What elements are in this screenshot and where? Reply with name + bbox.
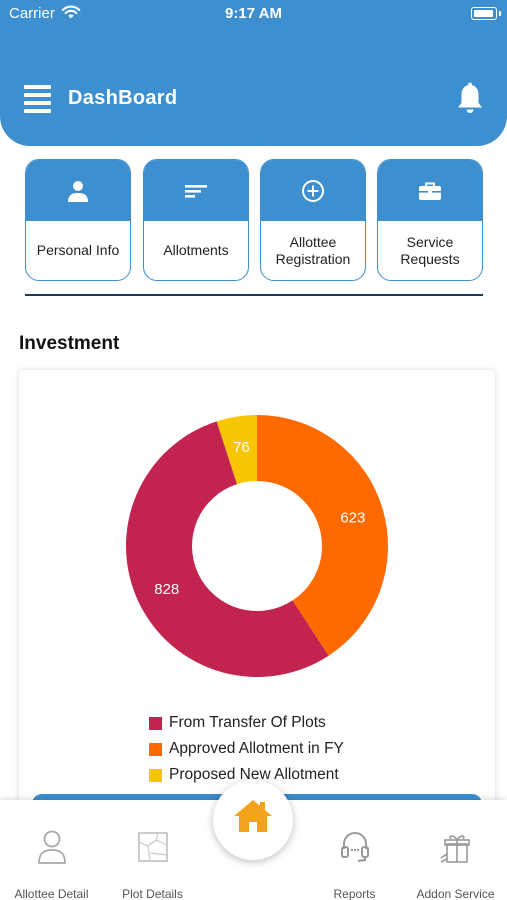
- nav-label: Reports: [333, 887, 376, 900]
- app-header: [0, 0, 507, 146]
- bell-icon[interactable]: [455, 82, 485, 116]
- nav-reports[interactable]: Reports: [304, 800, 405, 900]
- legend-swatch: [149, 742, 162, 756]
- nav-label: Allottee Detail: [14, 887, 89, 900]
- tile-label: Allottee Registration: [275, 233, 351, 267]
- tile-personal-info[interactable]: Personal Info: [25, 159, 131, 281]
- lines-icon: [185, 185, 207, 198]
- plus-circle-icon: [302, 180, 324, 202]
- tile-label: Personal Info: [36, 242, 120, 258]
- briefcase-icon: [419, 182, 441, 200]
- nav-allottee-detail[interactable]: Allottee Detail: [1, 800, 102, 900]
- battery-tip: [499, 11, 501, 16]
- nav-addon-service[interactable]: Addon Service: [405, 800, 506, 900]
- legend-label: Proposed New Allotment: [169, 766, 339, 783]
- tile-service-requests[interactable]: Service Requests: [377, 159, 483, 281]
- section-divider: [25, 294, 483, 296]
- donut-slice[interactable]: [257, 415, 389, 656]
- user-outline-icon: [37, 830, 66, 864]
- legend-item: Approved Allotment in FY: [149, 736, 344, 762]
- donut-slice[interactable]: [125, 421, 329, 677]
- donut-chart: 623 828 76: [125, 415, 389, 677]
- headset-icon: [340, 832, 369, 862]
- page-title: DashBoard: [68, 87, 178, 109]
- nav-label: Addon Service: [416, 887, 495, 900]
- investment-chart-card: 623 828 76 From Transfer Of Plots Approved …: [19, 370, 495, 810]
- map-icon: [137, 832, 168, 862]
- nav-plot-details[interactable]: Plot Details: [102, 800, 203, 900]
- donut-slice[interactable]: [216, 415, 257, 485]
- legend-item: From Transfer Of Plots: [149, 710, 344, 736]
- status-bar: Carrier 9:17 AM: [0, 0, 507, 30]
- wifi-icon: [61, 5, 81, 19]
- person-icon: [68, 181, 88, 202]
- tile-allottee-registration[interactable]: Allottee Registration: [260, 159, 366, 281]
- legend-swatch: [149, 768, 162, 782]
- carrier-label: Carrier: [9, 5, 55, 22]
- battery-icon: [471, 7, 497, 20]
- home-button[interactable]: [213, 780, 293, 860]
- chart-legend: From Transfer Of Plots Approved Allotment…: [149, 710, 344, 788]
- hamburger-menu-icon[interactable]: [24, 85, 51, 113]
- clock: 9:17 AM: [225, 5, 282, 22]
- quick-actions: Personal Info Allotments Allottee Regist…: [25, 159, 483, 283]
- tile-label: Allotments: [163, 242, 229, 258]
- slice-value-label: 828: [154, 581, 179, 598]
- investment-heading: Investment: [19, 333, 120, 354]
- legend-item: Proposed New Allotment: [149, 762, 344, 788]
- gift-icon: [440, 835, 470, 863]
- legend-label: Approved Allotment in FY: [169, 740, 344, 757]
- slice-value-label: 76: [233, 439, 250, 456]
- legend-swatch: [149, 716, 162, 730]
- tile-label: Service Requests: [400, 233, 460, 267]
- nav-label: Plot Details: [122, 887, 183, 900]
- legend-label: From Transfer Of Plots: [169, 714, 326, 731]
- tile-allotments[interactable]: Allotments: [143, 159, 249, 281]
- home-icon: [234, 800, 272, 832]
- slice-value-label: 623: [340, 509, 365, 526]
